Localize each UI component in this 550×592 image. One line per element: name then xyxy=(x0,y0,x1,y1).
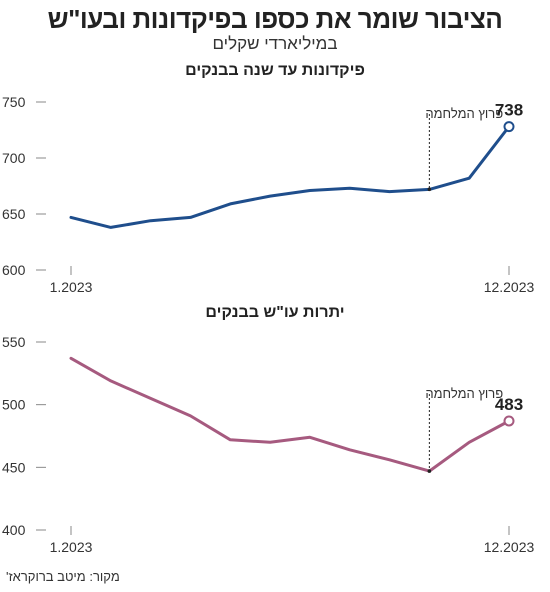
chart-2-x-tick-label: 1.2023 xyxy=(50,539,93,555)
chart-1-y-tick-label: 700 xyxy=(2,150,26,166)
chart-2-title: יתרות עו"ש בבנקים xyxy=(205,304,345,321)
chart-2-y-tick-label: 550 xyxy=(2,334,26,350)
chart-2-end-point xyxy=(503,415,515,427)
chart-1-x-tick-label: 1.2023 xyxy=(50,279,93,295)
chart-1-y-tick-label: 600 xyxy=(2,262,26,278)
chart-2-annotation-label: פרוץ המלחמה xyxy=(425,386,503,401)
chart-1-y-tick-label: 650 xyxy=(2,206,26,222)
chart-1-end-value-label: 738 xyxy=(495,101,523,120)
chart-2-y-tick-label: 500 xyxy=(2,397,26,413)
chart-2-series-line xyxy=(69,356,511,473)
page-subtitle: במיליארדי שקלים xyxy=(212,34,338,53)
chart-2-y-tick-label: 450 xyxy=(2,459,26,475)
source-note: מקור: מיטב ברוקראז' xyxy=(6,569,120,584)
chart-1-end-point xyxy=(503,121,515,133)
chart-2-y-tick-label: 400 xyxy=(2,522,26,538)
page-title: הציבור שומר את כספו בפיקדונות ובעו"ש xyxy=(47,4,503,34)
chart-1-x-tick-label: 12.2023 xyxy=(484,279,535,295)
chart-2-end-value-label: 483 xyxy=(495,395,523,414)
chart-1-data-point xyxy=(427,187,432,192)
chart-1-y-tick-label: 750 xyxy=(2,94,26,110)
chart-2-x-tick-label: 12.2023 xyxy=(484,539,535,555)
chart-1-series-line xyxy=(69,125,511,229)
chart-2-data-point xyxy=(427,469,432,473)
chart-1-title: פיקדונות עד שנה בבנקים xyxy=(185,62,365,79)
chart-1-annotation-label: פרוץ המלחמה xyxy=(425,106,503,121)
